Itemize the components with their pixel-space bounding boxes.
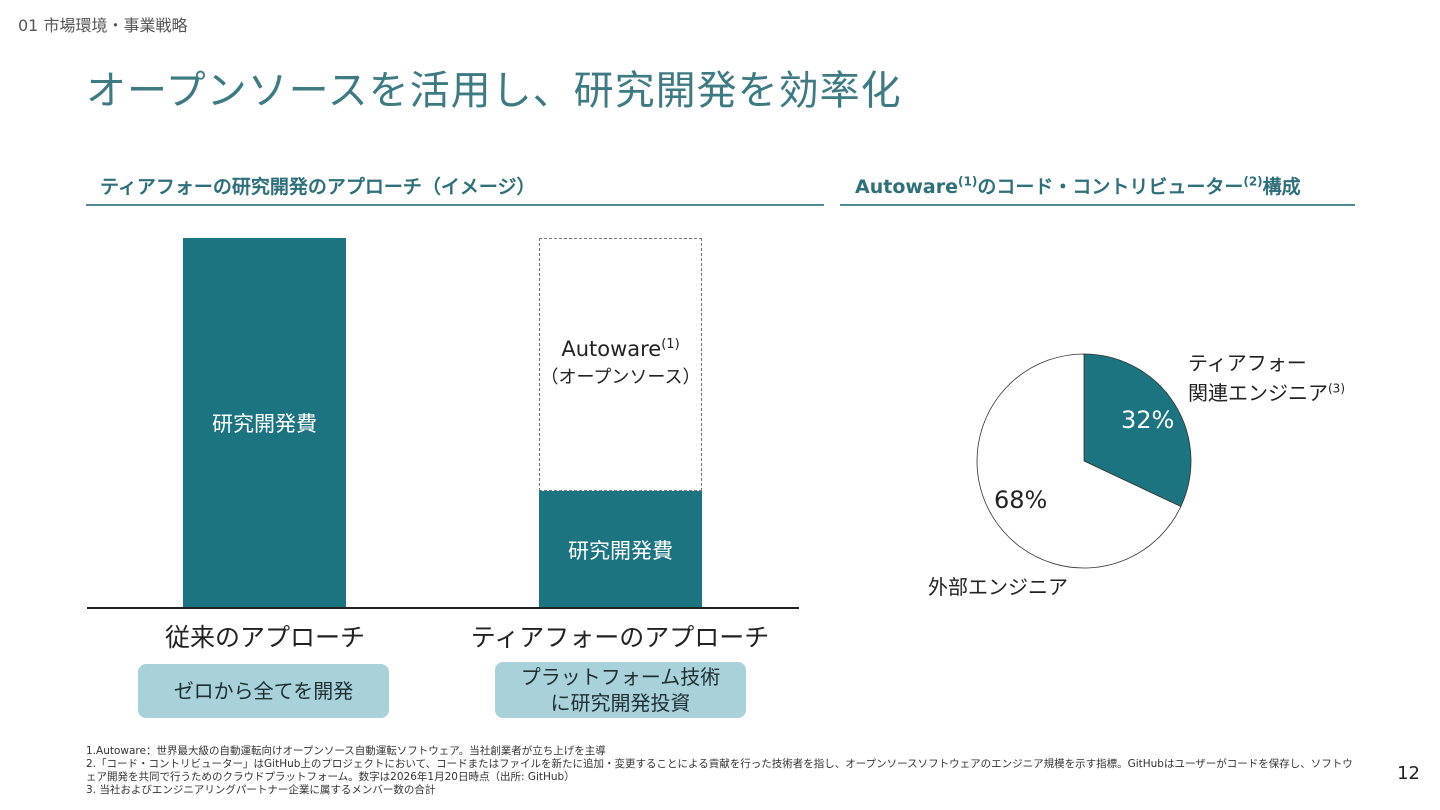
pill-tier4-line2: に研究開発投資 <box>550 691 691 715</box>
heading-contributors: のコード・コントリビューター <box>977 176 1244 198</box>
right-section-divider <box>840 204 1355 206</box>
category-traditional: 従来のアプローチ <box>164 623 365 652</box>
contributor-pie-chart <box>975 352 1193 570</box>
traditional-rnd-bar-label: 研究開発費 <box>212 412 317 436</box>
footnotes: 1.Autoware：世界最大級の自動運転向けオープンソース自動運転ソフトウェア… <box>86 745 1356 798</box>
left-section-heading: ティアフォーの研究開発のアプローチ（イメージ） <box>100 176 536 198</box>
autoware-ref: (1) <box>661 337 680 352</box>
pie-label-tier4: ティアフォー 関連エンジニア(3) <box>1188 348 1345 408</box>
tier4-rnd-bar: 研究開発費 <box>539 491 702 608</box>
autoware-name: Autoware(1) <box>539 337 702 361</box>
pie-label-external: 外部エンジニア <box>928 575 1068 599</box>
autoware-sub: （オープンソース） <box>540 367 701 388</box>
heading-composition: 構成 <box>1262 176 1301 198</box>
autoware-name-text: Autoware <box>561 337 662 361</box>
pill-traditional: ゼロから全てを開発 <box>138 664 389 718</box>
pie-label-tier4-line2-text: 関連エンジニア <box>1188 381 1328 405</box>
heading-ref1: (1) <box>958 174 978 189</box>
pie-slice-0 <box>1083 353 1192 508</box>
footnote-2: 2.「コード・コントリビューター」はGitHub上のプロジェクトにおいて、コード… <box>86 758 1353 784</box>
right-section-heading: Autoware(1)のコード・コントリビューター(2)構成 <box>855 172 1301 199</box>
category-tier4: ティアフォーのアプローチ <box>470 623 770 652</box>
pie-pct-tier4: 32% <box>1121 406 1175 434</box>
chart-baseline <box>87 607 799 609</box>
pie-label-tier4-ref: (3) <box>1328 381 1345 396</box>
page-title: オープンソースを活用し、研究開発を効率化 <box>86 68 902 114</box>
autoware-oss-label: Autoware(1) （オープンソース） <box>539 337 702 389</box>
pill-tier4-line1: プラットフォーム技術 <box>520 665 721 689</box>
footnote-3: 3. 当社およびエンジニアリングパートナー企業に属するメンバー数の合計 <box>86 784 436 797</box>
heading-autoware: Autoware <box>855 176 958 198</box>
breadcrumb: 01 市場環境・事業戦略 <box>18 16 188 35</box>
pie-svg <box>976 353 1192 569</box>
tier4-rnd-bar-label: 研究開発費 <box>568 538 673 563</box>
pie-slice-1 <box>976 353 1182 569</box>
autoware-oss-bar <box>539 238 702 491</box>
pie-pct-external: 68% <box>994 486 1048 514</box>
pill-tier4: プラットフォーム技術 に研究開発投資 <box>495 662 746 718</box>
heading-ref2: (2) <box>1243 174 1263 189</box>
traditional-rnd-bar: 研究開発費 <box>183 238 346 608</box>
page-number: 12 <box>1397 763 1420 784</box>
pie-label-tier4-line2: 関連エンジニア(3) <box>1188 378 1345 408</box>
footnote-1: 1.Autoware：世界最大級の自動運転向けオープンソース自動運転ソフトウェア… <box>86 745 606 757</box>
left-section-divider <box>86 204 824 206</box>
pie-label-tier4-line1: ティアフォー <box>1188 351 1307 375</box>
